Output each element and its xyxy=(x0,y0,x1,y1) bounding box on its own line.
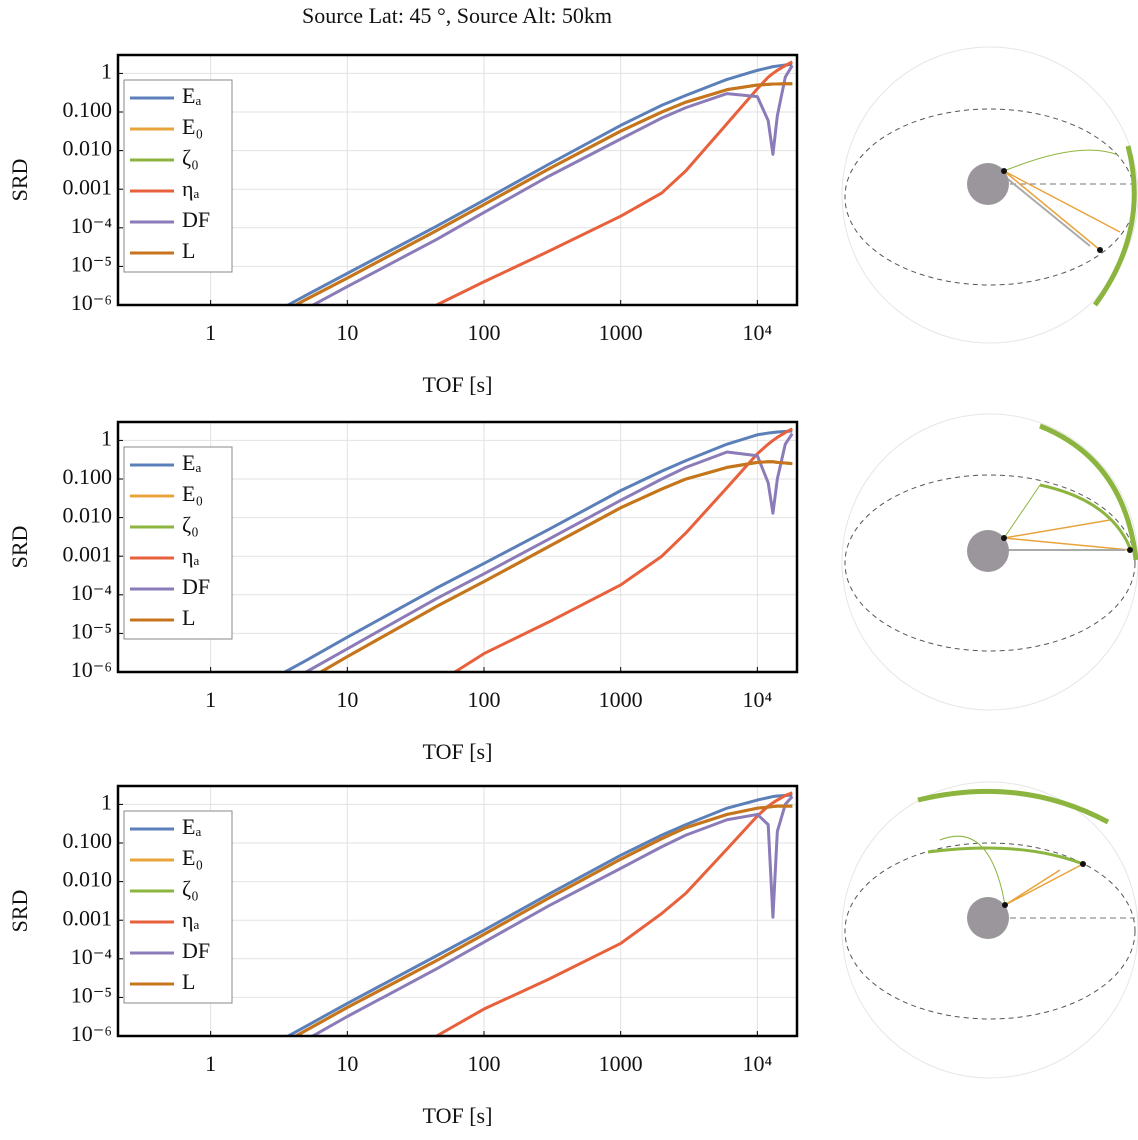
series-line xyxy=(452,427,793,672)
x-tick-label: 10⁴ xyxy=(743,687,773,712)
legend-label: E₀ xyxy=(182,114,203,139)
plot-frame xyxy=(116,784,799,1038)
y-tick-label: 0.001 xyxy=(63,541,113,566)
x-tick-label: 1 xyxy=(205,320,216,345)
y-tick-label: 10⁻⁵ xyxy=(71,251,112,276)
chart: 1 10 100 1000 10⁴ 1 0.100 0.010 0.001 10⁻⁴ 10⁻⁵ 10⁻… xyxy=(7,420,799,764)
legend-label: ζ₀ xyxy=(182,876,199,901)
legend-label: DF xyxy=(182,207,210,232)
x-tick-label: 1000 xyxy=(599,320,643,345)
y-axis-label: SRD xyxy=(7,890,32,933)
x-axis-label: TOF [s] xyxy=(423,372,493,397)
y-tick-label: 0.100 xyxy=(63,828,113,853)
x-tick-label: 1000 xyxy=(599,1051,643,1076)
legend-label: Eₐ xyxy=(182,450,201,475)
legend-label: L xyxy=(182,605,195,630)
legend-box xyxy=(123,810,233,1004)
orbit-diagram xyxy=(841,413,1138,711)
y-tick-label: 10⁻⁴ xyxy=(71,944,113,969)
x-tick-label: 10 xyxy=(336,687,358,712)
y-tick-label: 10⁻⁶ xyxy=(71,657,112,682)
legend-label: ηₐ xyxy=(182,543,200,568)
series-line xyxy=(292,82,793,305)
x-tick-label: 10 xyxy=(336,320,358,345)
legend-label: L xyxy=(182,969,195,994)
y-tick-label: 1 xyxy=(101,58,112,83)
y-tick-label: 0.010 xyxy=(63,136,113,161)
series-line xyxy=(285,793,793,1036)
legend-box xyxy=(123,79,233,273)
series-line xyxy=(309,64,794,305)
y-tick-label: 0.001 xyxy=(63,905,113,930)
series-line xyxy=(317,460,793,672)
x-axis-label: TOF [s] xyxy=(423,1103,493,1128)
legend-label: E₀ xyxy=(182,845,203,870)
y-tick-label: 1 xyxy=(101,789,112,814)
x-tick-label: 100 xyxy=(467,320,500,345)
legend-label: Eₐ xyxy=(182,814,201,839)
y-axis-label: SRD xyxy=(7,159,32,202)
y-tick-label: 10⁻⁵ xyxy=(71,982,112,1007)
x-tick-label: 10⁴ xyxy=(743,1051,773,1076)
series-line xyxy=(317,460,793,672)
legend-label: L xyxy=(182,238,195,263)
y-tick-label: 0.001 xyxy=(63,174,113,199)
series-line xyxy=(284,429,793,672)
legend-label: ηₐ xyxy=(182,907,200,932)
x-axis-label: TOF [s] xyxy=(423,739,493,764)
y-tick-label: 10⁻⁴ xyxy=(71,213,113,238)
series-line xyxy=(317,460,793,672)
series-line xyxy=(292,804,793,1036)
series-line xyxy=(309,795,794,1036)
figure-title: Source Lat: 45 °, Source Alt: 50km xyxy=(302,3,612,28)
series-line xyxy=(292,804,793,1036)
x-tick-label: 1 xyxy=(205,1051,216,1076)
x-tick-label: 10 xyxy=(336,1051,358,1076)
x-tick-label: 100 xyxy=(467,1051,500,1076)
series-line xyxy=(435,60,793,305)
y-tick-label: 1 xyxy=(101,425,112,450)
y-tick-label: 10⁻⁴ xyxy=(71,580,113,605)
legend-label: DF xyxy=(182,574,210,599)
legend-label: ζ₀ xyxy=(182,512,199,537)
series-line xyxy=(435,791,793,1036)
plot-frame xyxy=(116,420,799,674)
orbit-diagram xyxy=(841,781,1138,1079)
series-line xyxy=(292,82,793,305)
legend-box xyxy=(123,446,233,640)
x-tick-label: 100 xyxy=(467,687,500,712)
y-tick-label: 10⁻⁶ xyxy=(71,290,112,315)
y-tick-label: 0.100 xyxy=(63,464,113,489)
legend-label: E₀ xyxy=(182,481,203,506)
legend-label: ζ₀ xyxy=(182,145,199,170)
legend-label: ηₐ xyxy=(182,176,200,201)
y-tick-label: 10⁻⁵ xyxy=(71,618,112,643)
y-tick-label: 10⁻⁶ xyxy=(71,1021,112,1046)
x-tick-label: 1000 xyxy=(599,687,643,712)
x-tick-label: 1 xyxy=(205,687,216,712)
orbit-diagram xyxy=(841,46,1138,344)
series-line xyxy=(292,804,793,1036)
plot-frame xyxy=(116,53,799,307)
x-tick-label: 10⁴ xyxy=(743,320,773,345)
legend-label: DF xyxy=(182,938,210,963)
series-line xyxy=(292,82,793,305)
chart: 1 10 100 1000 10⁴ 1 0.100 0.010 0.001 10⁻⁴ 10⁻⁵ 10⁻… xyxy=(7,784,799,1128)
y-tick-label: 0.010 xyxy=(63,503,113,528)
y-tick-label: 0.010 xyxy=(63,867,113,892)
y-tick-label: 0.100 xyxy=(63,97,113,122)
y-axis-label: SRD xyxy=(7,526,32,569)
chart: 1 10 100 1000 10⁴ 1 0.100 0.010 0.001 10⁻⁴ 10⁻⁵ 10⁻… xyxy=(7,53,799,397)
legend-label: Eₐ xyxy=(182,83,201,108)
series-line xyxy=(285,63,793,305)
series-line xyxy=(303,432,794,672)
